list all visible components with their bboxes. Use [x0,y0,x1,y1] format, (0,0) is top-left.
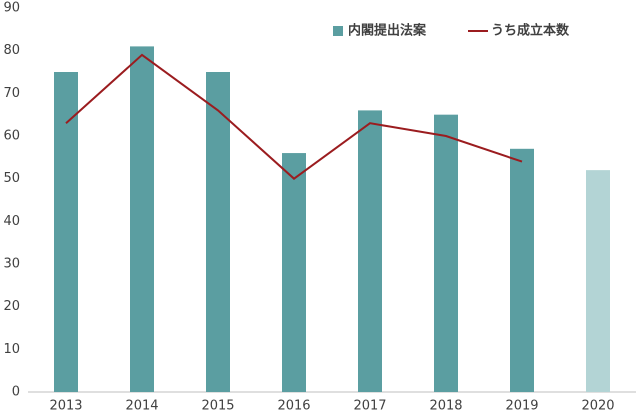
y-tick-label: 40 [3,214,20,229]
legend-label: うち成立本数 [491,23,570,39]
y-tick-label: 10 [3,342,20,357]
y-tick-label: 0 [12,385,20,400]
y-tick-label: 30 [3,257,20,272]
bar [510,148,534,392]
y-tick-label: 20 [3,299,20,314]
x-tick-label: 2015 [201,399,234,414]
legend-label: 内閣提出法案 [348,23,427,39]
x-tick-label: 2019 [505,399,538,414]
bar [130,46,154,393]
x-tick-label: 2018 [429,399,462,414]
y-tick-label: 80 [3,43,20,58]
x-tick-label: 2013 [49,399,82,414]
y-tick-label: 50 [3,171,20,186]
bar [586,170,610,392]
bar [206,72,230,392]
bar [282,153,306,392]
legend-swatch [333,26,343,36]
y-tick-label: 90 [3,1,20,16]
x-tick-label: 2016 [277,399,310,414]
x-tick-label: 2017 [353,399,386,414]
x-tick-label: 2020 [581,399,614,414]
bar [54,72,78,392]
bar [434,114,458,393]
y-tick-label: 60 [3,129,20,144]
x-tick-label: 2014 [125,399,158,414]
y-tick-label: 70 [3,86,20,101]
line [65,53,523,180]
bar [358,110,382,393]
